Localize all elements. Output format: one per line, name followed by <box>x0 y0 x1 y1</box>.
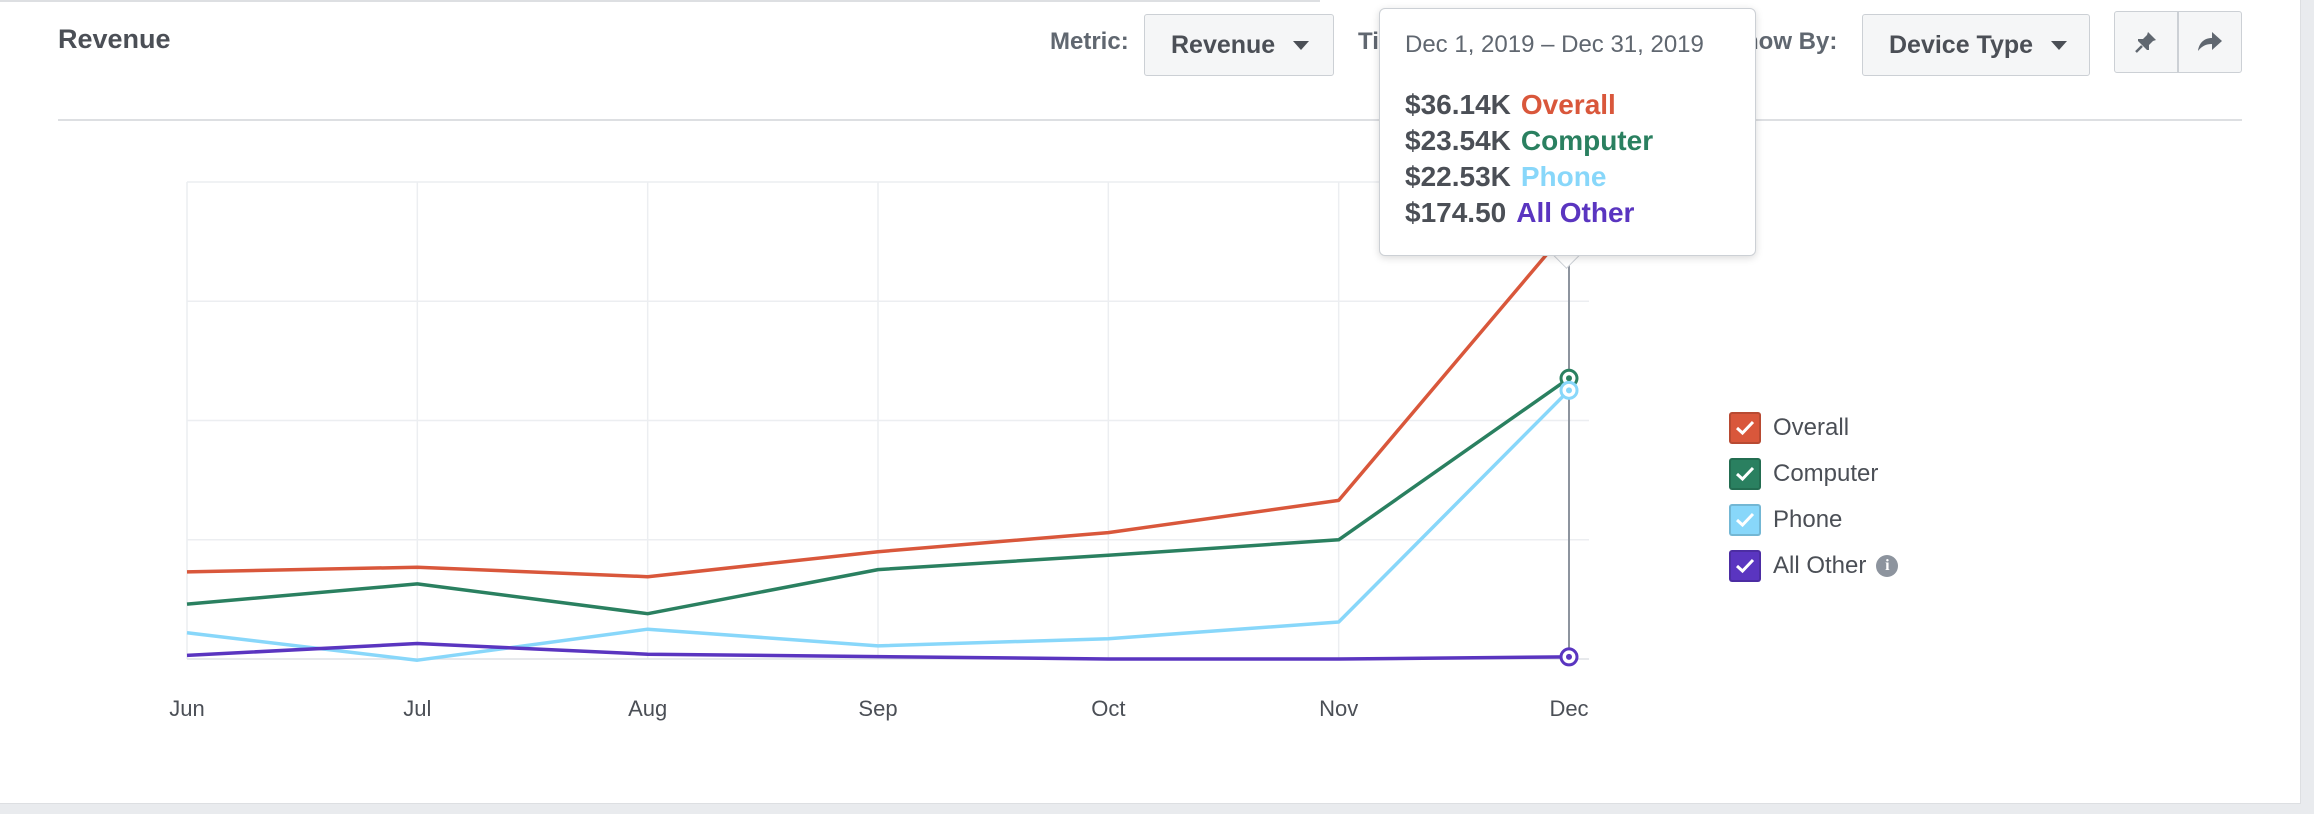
legend-label: Computer <box>1773 460 1879 487</box>
tooltip-value: $36.14K <box>1405 89 1511 120</box>
legend-label: Overall <box>1773 414 1850 441</box>
tooltip-row-computer: $23.54K Computer <box>1405 125 1730 161</box>
x-tick-label: Nov <box>1319 696 1358 721</box>
metric-dropdown-value: Revenue <box>1171 30 1276 59</box>
legend-item-all-other[interactable]: All Other i <box>1729 543 1899 589</box>
pin-button[interactable] <box>2114 11 2178 73</box>
data-point-dot-all-other <box>1566 653 1572 660</box>
metric-dropdown[interactable]: Revenue <box>1144 14 1334 76</box>
x-tick-label: Dec <box>1549 696 1588 721</box>
show-by-dropdown-value: Device Type <box>1889 30 2034 59</box>
tooltip-series-name: Phone <box>1520 161 1607 192</box>
legend-label: Phone <box>1773 506 1843 533</box>
chevron-down-icon <box>2051 40 2068 50</box>
chart-legend: Overall Computer Phone All Other i <box>1729 405 1899 589</box>
x-tick-label: Oct <box>1091 696 1125 721</box>
series-line-all-other <box>186 641 1570 661</box>
chart-tooltip: Dec 1, 2019 – Dec 31, 2019 $36.14K Overal… <box>1379 8 1756 256</box>
check-icon <box>1735 558 1755 574</box>
tooltip-value: $23.54K <box>1405 125 1511 156</box>
legend-item-computer[interactable]: Computer <box>1729 451 1898 497</box>
x-tick-label: Jun <box>169 696 204 721</box>
show-by-label: how By: <box>1744 28 1838 55</box>
x-tick-label: Aug <box>628 696 667 721</box>
legend-checkbox[interactable] <box>1729 412 1761 444</box>
share-icon <box>2198 32 2222 51</box>
tooltip-row-all-other: $174.50 All Other <box>1405 197 1730 233</box>
hover-marker <box>1559 218 1579 667</box>
data-point-dot-computer <box>1566 375 1572 382</box>
series-line-computer <box>186 376 1571 616</box>
tooltip-date-range: Dec 1, 2019 – Dec 31, 2019 <box>1405 31 1704 58</box>
tooltip-series-name: Overall <box>1520 89 1616 120</box>
check-icon <box>1735 512 1755 528</box>
chart-grid <box>186 181 1589 660</box>
panel-title: Revenue <box>58 24 171 54</box>
x-tick-label: Sep <box>858 696 897 721</box>
legend-item-overall[interactable]: Overall <box>1729 405 1898 451</box>
tooltip-series-name: Computer <box>1520 125 1654 156</box>
show-by-dropdown[interactable]: Device Type <box>1862 14 2090 76</box>
header-divider <box>58 119 2242 121</box>
metric-label: Metric: <box>1050 28 1129 55</box>
tooltip-value: $174.50 <box>1405 197 1507 228</box>
legend-checkbox[interactable] <box>1729 504 1761 536</box>
time-label: Ti <box>1358 28 1379 55</box>
check-icon <box>1735 420 1755 436</box>
tooltip-value: $22.53K <box>1405 161 1511 192</box>
check-icon <box>1735 466 1755 482</box>
pin-icon <box>2135 32 2156 53</box>
legend-checkbox[interactable] <box>1729 550 1761 582</box>
share-button[interactable] <box>2178 11 2242 73</box>
data-point-dot-phone <box>1566 387 1572 394</box>
tooltip-series-name: All Other <box>1516 197 1635 228</box>
legend-checkbox[interactable] <box>1729 458 1761 490</box>
chart-series <box>186 226 1571 662</box>
series-line-overall <box>186 226 1571 579</box>
tooltip-row-phone: $22.53K Phone <box>1405 161 1730 197</box>
series-line-phone <box>186 389 1571 662</box>
legend-item-phone[interactable]: Phone <box>1729 497 1898 543</box>
tooltip-row-overall: $36.14K Overall <box>1405 89 1730 125</box>
top-divider <box>0 0 1320 2</box>
x-tick-label: Jul <box>403 696 431 721</box>
x-axis-ticks: Jun Jul Aug Sep Oct Nov Dec <box>169 696 1588 721</box>
chevron-down-icon <box>1293 40 1310 50</box>
legend-label: All Other <box>1773 552 1867 579</box>
info-icon[interactable]: i <box>1876 555 1899 577</box>
